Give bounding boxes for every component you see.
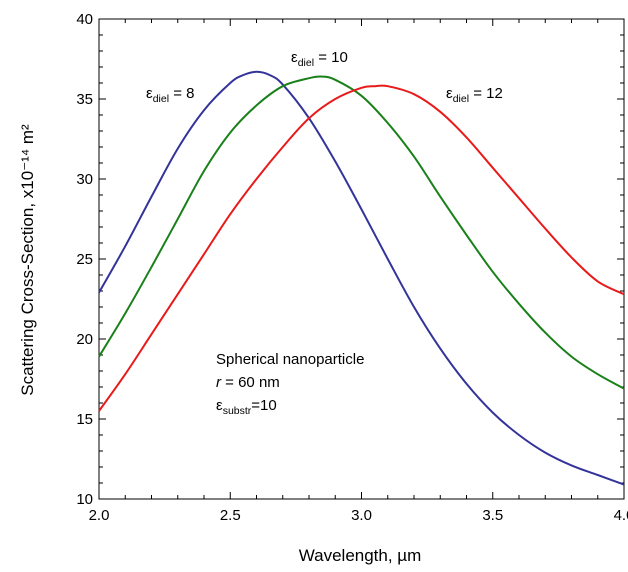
x-tick-label: 4.0 (614, 507, 628, 524)
axis-ticks (98, 18, 625, 500)
tick-labels: 2.0 2.5 3.0 3.5 4.0 10 15 20 25 30 35 40 (76, 11, 628, 524)
series-label-diel-10: εdiel = 10 (291, 49, 348, 69)
series-lines (98, 70, 625, 486)
series-line-diel-10 (98, 75, 625, 390)
annotation-line-1: Spherical nanoparticle (216, 351, 364, 368)
x-axis-label: Wavelength, µm (299, 546, 422, 565)
x-tick-label: 3.0 (351, 507, 372, 524)
y-axis-label: Scattering Cross-Section, x10⁻¹⁴ m² (18, 124, 37, 396)
y-tick-label: 40 (76, 11, 93, 28)
x-tick-label: 3.5 (482, 507, 503, 524)
x-tick-label: 2.0 (89, 507, 110, 524)
y-tick-label: 35 (76, 91, 93, 108)
x-tick-label: 2.5 (220, 507, 241, 524)
series-line-diel-8 (98, 70, 625, 486)
y-tick-label: 20 (76, 331, 93, 348)
y-tick-label: 30 (76, 171, 93, 188)
annotation-line-2: r = 60 nm (216, 374, 280, 391)
series-line-diel-12 (98, 84, 625, 412)
y-tick-label: 25 (76, 251, 93, 268)
y-tick-label: 10 (76, 491, 93, 508)
series-label-diel-8: εdiel = 8 (146, 85, 194, 105)
series-label-diel-12: εdiel = 12 (446, 85, 503, 105)
annotation-line-3: εsubstr=10 (216, 397, 277, 417)
y-tick-label: 15 (76, 411, 93, 428)
